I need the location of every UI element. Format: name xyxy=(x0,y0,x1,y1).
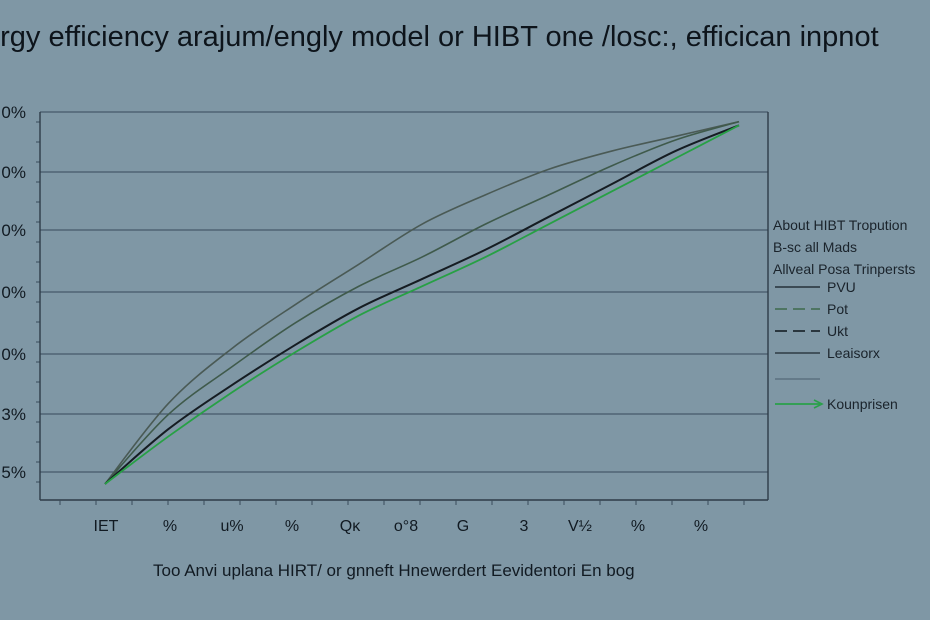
y-tick-labels: 0% 0% 0% 0% 0% 3% 5% xyxy=(1,103,26,482)
x-tick-label: o°8 xyxy=(394,518,418,535)
x-tick-label: % xyxy=(285,518,299,535)
x-axis-label: Too Anvi uplana HIRT/ or gnneft Hnewerde… xyxy=(153,561,635,580)
x-tick-label: IET xyxy=(94,518,119,535)
x-tick-labels: IET% u%% Qκ o°8 G 3 V½%% xyxy=(94,518,709,535)
legend-label: Leaisorx xyxy=(827,345,880,361)
axes xyxy=(39,112,769,505)
legend-label: Ukt xyxy=(827,323,848,339)
legend-label: Kounprisen xyxy=(827,396,898,412)
legend-arrow-icon xyxy=(813,399,824,409)
x-tick-label: Qκ xyxy=(340,518,361,535)
legend: About HIBT Tropution B-sc all Mads Allveal… xyxy=(773,217,915,412)
x-tick-label: % xyxy=(163,518,177,535)
legend-label: PVU xyxy=(827,279,856,295)
x-tick-label: % xyxy=(694,518,708,535)
y-tick-label: 5% xyxy=(1,463,26,482)
series-line-leaisorx xyxy=(104,124,740,485)
legend-header-text: About HIBT Tropution xyxy=(773,217,907,233)
y-tick-label: 0% xyxy=(1,345,26,364)
x-tick-label: u% xyxy=(220,518,243,535)
x-tick-label: % xyxy=(631,518,645,535)
y-tick-label: 0% xyxy=(1,283,26,302)
legend-header-text: B-sc all Mads xyxy=(773,239,857,255)
y-tick-label: 3% xyxy=(1,405,26,424)
y-tick-label: 0% xyxy=(1,103,26,122)
series-lines xyxy=(104,120,740,485)
x-tick-label: V½ xyxy=(568,518,592,535)
y-tick-label: 0% xyxy=(1,221,26,240)
legend-header-text: Allveal Posa Trinpersts xyxy=(773,261,915,277)
x-tick-label: G xyxy=(457,518,469,535)
series-line-pot xyxy=(104,120,740,485)
x-tick-label: 3 xyxy=(520,518,529,535)
series-line-pvu xyxy=(104,120,740,485)
chart-title: ergy efficiency arajum/engly model or HI… xyxy=(0,21,879,53)
y-tick-label: 0% xyxy=(1,163,26,182)
legend-label: Pot xyxy=(827,301,848,317)
series-line-ukt xyxy=(104,124,740,485)
